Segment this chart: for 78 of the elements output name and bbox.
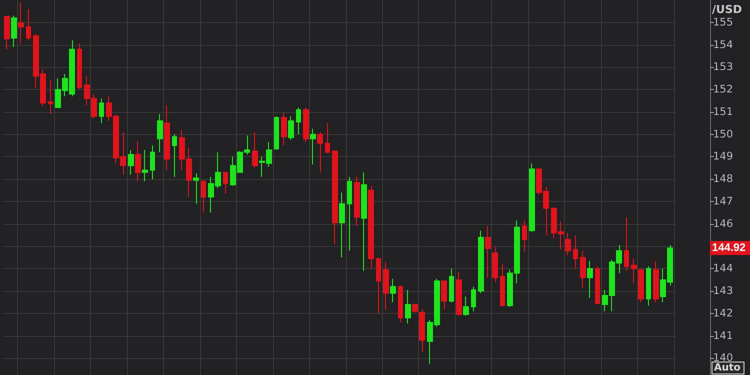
candlestick (26, 8, 31, 41)
candlestick (252, 132, 258, 168)
candlestick (288, 116, 294, 140)
candlestick (150, 145, 155, 180)
candlestick (99, 98, 104, 124)
candlestick (361, 172, 367, 272)
y-tick-label: 148 (713, 173, 734, 186)
candlestick (4, 16, 10, 50)
candlestick (573, 234, 578, 270)
candlestick (274, 116, 279, 150)
candlestick (449, 268, 454, 303)
candlestick (193, 173, 199, 204)
y-tick-label: 143 (713, 285, 734, 298)
candlestick (310, 128, 316, 166)
y-tick-label: 147 (713, 195, 734, 208)
candlestick (303, 106, 309, 143)
candlestick (376, 256, 381, 314)
y-tick-label: 142 (713, 307, 734, 320)
candlestick (317, 132, 323, 173)
candlestick (646, 266, 651, 306)
candlestick (172, 134, 177, 178)
text: Auto (714, 362, 741, 374)
candlestick (332, 150, 338, 245)
y-tick-label: 140 (713, 352, 734, 364)
candlestick (77, 42, 82, 90)
candlestick (485, 226, 491, 278)
candlestick (580, 250, 586, 288)
candlestick (142, 150, 148, 182)
candlestick (201, 180, 206, 214)
candlestick (383, 261, 389, 311)
candlestick (500, 264, 505, 306)
candlestick (128, 150, 134, 176)
candlestick (463, 296, 469, 316)
candlestick (354, 176, 360, 227)
candlestick (347, 176, 352, 252)
y-tick-label: 152 (713, 84, 734, 96)
candlestick (492, 246, 498, 283)
candlestick (565, 232, 571, 256)
candlestick (412, 304, 418, 313)
candlestick (398, 284, 403, 323)
candlestick (653, 260, 659, 303)
candlestick (456, 272, 462, 316)
candlestick (478, 230, 484, 294)
candlestick (624, 216, 629, 272)
candlestick (48, 80, 53, 115)
candlestick (471, 286, 476, 312)
y-tick-label: 144 (713, 262, 734, 275)
y-axis-title: /USD (712, 3, 742, 16)
candlestick (339, 192, 345, 258)
candlestick (18, 2, 24, 44)
y-tick-label: 141 (713, 330, 734, 342)
candlestick (419, 308, 425, 352)
candlestick (390, 278, 396, 303)
candlestick (223, 172, 228, 194)
candlestick (529, 162, 535, 232)
candlestick (441, 280, 447, 310)
candlestick (296, 106, 301, 135)
candlestick (638, 268, 644, 303)
text: 144.92 (712, 242, 746, 254)
candlestick (325, 122, 330, 154)
y-tick-label: 150 (713, 128, 734, 140)
candlestick (281, 112, 287, 146)
candlestick (587, 260, 593, 298)
candlestick (405, 289, 411, 324)
y-tick-label: 149 (713, 150, 734, 163)
candlestick (164, 104, 170, 171)
y-tick-label: 151 (713, 106, 734, 118)
candlestick (11, 15, 17, 48)
candlestick (135, 140, 141, 182)
y-tick-label: 153 (713, 61, 734, 74)
candlestick (595, 266, 600, 305)
candlestick (157, 114, 163, 153)
candlestick (522, 220, 527, 252)
candlestick (631, 258, 637, 284)
y-tick-label: 155 (713, 16, 734, 28)
y-tick-label: 154 (713, 38, 734, 51)
y-tick-label: 146 (713, 218, 734, 230)
candlestick (368, 185, 374, 270)
